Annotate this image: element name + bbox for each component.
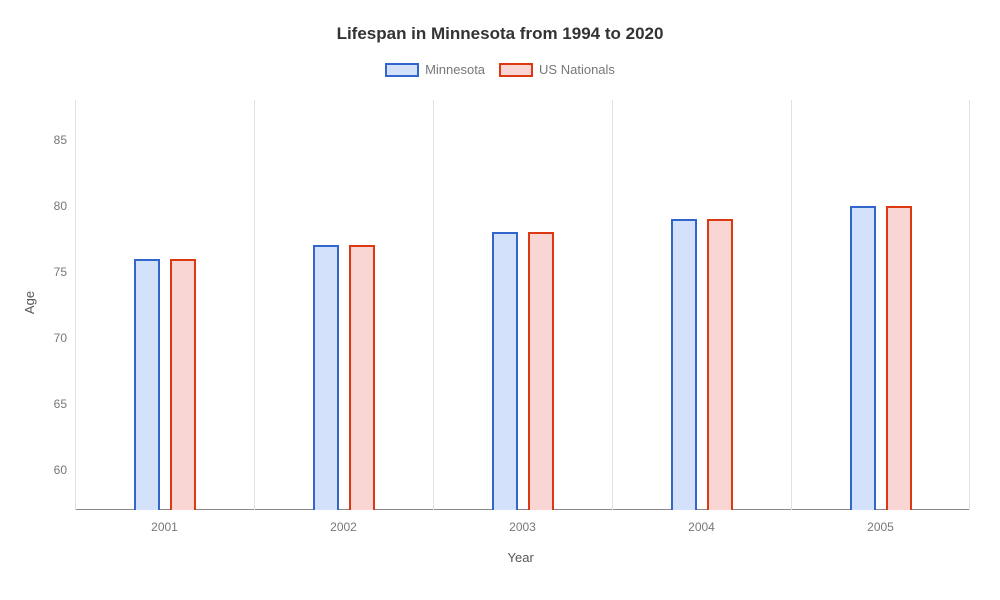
bar-minnesota	[313, 245, 339, 510]
legend-label-us-nationals: US Nationals	[539, 62, 615, 77]
y-tick-label: 65	[54, 397, 67, 411]
x-tick-label: 2004	[688, 520, 715, 534]
bar-us-nationals	[707, 219, 733, 510]
x-tick-label: 2003	[509, 520, 536, 534]
y-tick-label: 70	[54, 331, 67, 345]
grid-line	[254, 100, 255, 510]
bar-us-nationals	[886, 206, 912, 510]
x-tick-label: 2005	[867, 520, 894, 534]
chart-title: Lifespan in Minnesota from 1994 to 2020	[0, 24, 1000, 44]
y-tick-label: 85	[54, 133, 67, 147]
x-axis-baseline	[75, 509, 970, 510]
bar-us-nationals	[349, 245, 375, 510]
y-tick-label: 75	[54, 265, 67, 279]
grid-line	[75, 100, 76, 510]
x-axis-title: Year	[508, 550, 534, 565]
bar-minnesota	[492, 232, 518, 510]
plot-area: 60657075808520012002200320042005	[75, 100, 970, 510]
grid-line	[433, 100, 434, 510]
legend-label-minnesota: Minnesota	[425, 62, 485, 77]
bar-minnesota	[671, 219, 697, 510]
y-axis-title: Age	[22, 291, 37, 314]
bar-us-nationals	[170, 259, 196, 510]
bar-us-nationals	[528, 232, 554, 510]
grid-line	[791, 100, 792, 510]
y-tick-label: 60	[54, 463, 67, 477]
bar-minnesota	[850, 206, 876, 510]
legend-swatch-minnesota	[385, 63, 419, 77]
legend-item-minnesota: Minnesota	[385, 62, 485, 77]
chart-container: Lifespan in Minnesota from 1994 to 2020 …	[0, 0, 1000, 600]
grid-line	[612, 100, 613, 510]
legend-item-us-nationals: US Nationals	[499, 62, 615, 77]
x-tick-label: 2001	[151, 520, 178, 534]
bar-minnesota	[134, 259, 160, 510]
grid-line	[969, 100, 970, 510]
y-tick-label: 80	[54, 199, 67, 213]
legend-swatch-us-nationals	[499, 63, 533, 77]
legend: Minnesota US Nationals	[0, 62, 1000, 77]
x-tick-label: 2002	[330, 520, 357, 534]
